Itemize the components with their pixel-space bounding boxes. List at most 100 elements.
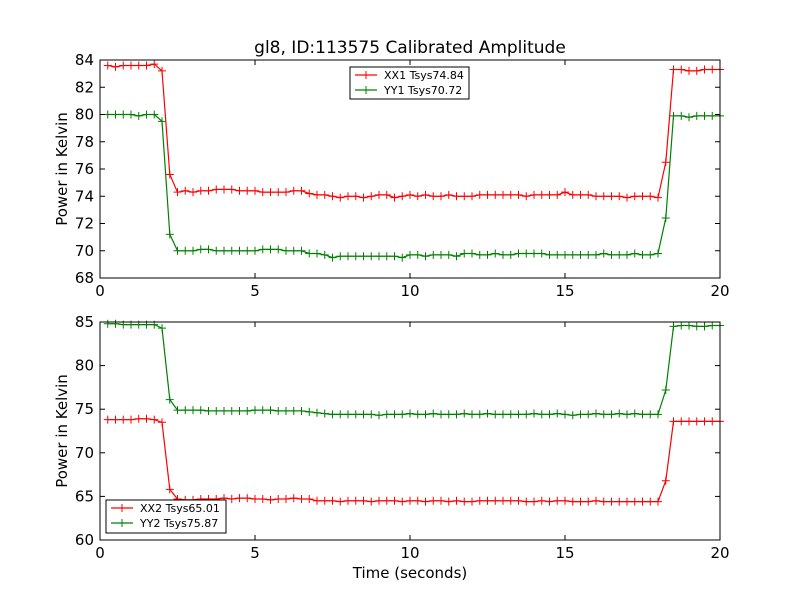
data-point: [274, 495, 283, 504]
data-point: [483, 496, 492, 505]
data-point: [235, 406, 244, 415]
data-point: [243, 246, 252, 255]
data-point: [661, 158, 670, 167]
data-point: [568, 250, 577, 259]
data-point: [623, 410, 631, 419]
data-point: [204, 245, 213, 254]
data-point: [460, 249, 469, 258]
data-point: [615, 192, 624, 201]
data-point: [646, 497, 655, 506]
data-point: [599, 497, 608, 506]
data-point: [429, 496, 438, 505]
data-point: [289, 246, 298, 255]
data-point: [615, 409, 624, 418]
data-point: [266, 406, 275, 415]
data-point: [677, 417, 686, 426]
data-point: [475, 190, 484, 199]
data-point: [530, 190, 538, 199]
data-point: [173, 188, 182, 197]
data-point: [150, 60, 159, 69]
data-point: [398, 410, 407, 419]
data-point: [305, 495, 314, 504]
data-point: [320, 190, 329, 199]
data-point: [165, 170, 174, 179]
data-point: [142, 414, 151, 423]
data-point: [165, 395, 174, 404]
data-point: [537, 190, 546, 199]
data-point: [553, 496, 562, 505]
data-point: [537, 410, 546, 419]
data-point: [328, 410, 337, 419]
data-point: [227, 406, 236, 415]
data-point: [553, 190, 562, 199]
data-point: [119, 415, 128, 424]
data-point: [452, 192, 461, 201]
data-point: [708, 321, 717, 330]
legend-marker: [118, 519, 126, 527]
y-tick-label: 70: [75, 242, 94, 260]
data-point: [530, 497, 538, 506]
data-point: [506, 190, 515, 199]
data-point: [491, 410, 500, 419]
data-point: [654, 410, 662, 419]
data-point: [522, 410, 531, 419]
data-point: [491, 496, 500, 505]
data-point: [297, 495, 306, 504]
data-point: [460, 192, 469, 201]
x-tick-label: 10: [400, 544, 419, 562]
data-point: [421, 252, 430, 261]
data-point: [630, 249, 639, 258]
data-point: [499, 190, 507, 199]
y-tick-label: 75: [75, 400, 94, 418]
data-point: [158, 324, 166, 333]
data-point: [406, 250, 414, 259]
top-panel: 0 5 10 15 20 68 70 72 74 76 78 80 82 84 Power in Kelvi…: [53, 51, 730, 300]
data-point: [437, 496, 445, 505]
x-tick-label: 0: [95, 282, 105, 300]
data-point: [359, 410, 368, 419]
data-point: [367, 192, 376, 201]
data-point: [607, 497, 616, 506]
data-point: [638, 192, 647, 201]
data-point: [576, 497, 585, 506]
data-point: [320, 250, 329, 259]
y-tick-label: 60: [75, 531, 94, 549]
data-point: [475, 250, 484, 259]
data-point: [305, 249, 314, 258]
data-point: [700, 417, 709, 426]
data-point: [196, 245, 205, 254]
data-point: [243, 186, 252, 195]
data-point: [274, 188, 283, 197]
data-point: [452, 496, 461, 505]
data-point: [654, 497, 662, 506]
y-tick-label: 82: [75, 78, 94, 96]
data-point: [181, 406, 190, 415]
legend-box: [105, 499, 227, 534]
data-point: [336, 193, 345, 202]
data-point: [437, 250, 445, 259]
data-point: [320, 409, 329, 418]
data-point: [266, 188, 275, 197]
data-point: [103, 319, 112, 328]
data-point: [475, 410, 484, 419]
data-point: [297, 246, 306, 255]
data-point: [165, 485, 174, 494]
data-point: [344, 192, 352, 201]
data-point: [390, 496, 399, 505]
data-point: [406, 496, 414, 505]
data-point: [390, 410, 399, 419]
data-point: [142, 110, 151, 119]
data-point: [119, 61, 128, 70]
y-tick-label: 68: [75, 269, 94, 287]
data-point: [289, 406, 298, 415]
data-point: [669, 65, 678, 74]
data-point: [235, 494, 244, 503]
data-point: [514, 496, 523, 505]
data-point: [111, 415, 120, 424]
data-point: [251, 186, 259, 195]
data-point: [351, 252, 360, 261]
data-point: [127, 415, 135, 424]
data-point: [413, 410, 422, 419]
data-point: [599, 410, 608, 419]
